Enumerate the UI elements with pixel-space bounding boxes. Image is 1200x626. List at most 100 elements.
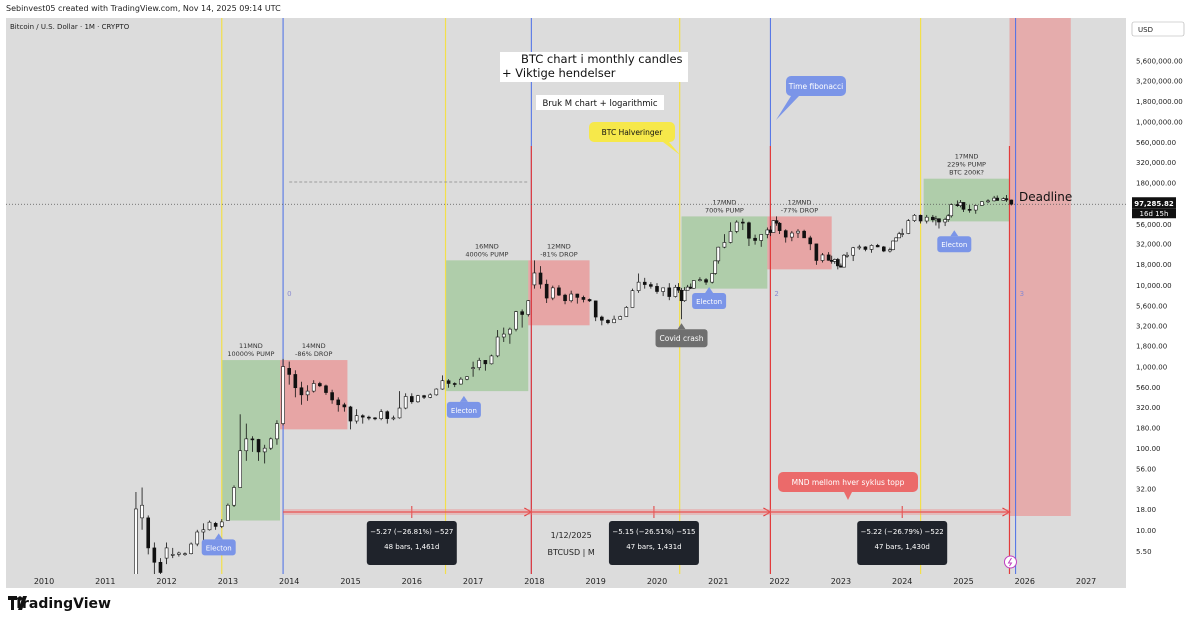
candle-body (134, 508, 138, 588)
candle-body (992, 197, 996, 202)
cycle-stats-line-2: 48 bars, 1,461d (384, 543, 439, 551)
deadline-zone (1009, 18, 1071, 516)
candle-body (924, 216, 929, 222)
candle-body (655, 286, 659, 292)
candle-body (624, 307, 629, 317)
y-tick-label: 56.00 (1136, 466, 1156, 474)
candle-body (897, 233, 901, 239)
candle-body (667, 287, 672, 297)
candle-body (783, 230, 788, 238)
candle-body (164, 547, 169, 559)
candle-body (673, 286, 678, 297)
covid-pointer (677, 323, 686, 330)
candle-body (759, 234, 764, 241)
countdown-label: 16d 15h (1140, 210, 1169, 218)
cycle-stats-box (857, 521, 948, 565)
candle-body (698, 279, 702, 281)
zone-label: 11MND (239, 342, 263, 350)
candle-body (882, 246, 886, 252)
candle-body (845, 254, 849, 257)
candle-body (275, 423, 279, 440)
candle-body (446, 380, 451, 384)
y-tick-label: 18,000.00 (1136, 261, 1172, 269)
candle-body (636, 281, 641, 291)
candle-body (373, 417, 377, 420)
candle-body (753, 237, 757, 241)
candle-body (250, 438, 255, 441)
currency-label: USD (1138, 26, 1153, 34)
x-tick-label: 2010 (34, 577, 54, 586)
candle-body (593, 300, 598, 318)
cycle-stats-box (366, 521, 457, 565)
symbol-line: Bitcoin / U.S. Dollar · 1M · CRYPTO (10, 23, 130, 31)
x-tick-label: 2012 (156, 577, 176, 586)
y-tick-label: 1,000.00 (1136, 364, 1167, 372)
candle-body (213, 523, 218, 527)
candle-body (170, 554, 175, 556)
candle-body (980, 201, 984, 206)
candle-body (262, 447, 267, 453)
candle-body (839, 265, 843, 268)
candle-body (379, 411, 383, 419)
y-tick-label: 32,000.00 (1136, 241, 1172, 249)
candle-body (514, 311, 518, 330)
cycle-stats-line-1: −5.15 (−26.51%) −515 (612, 528, 695, 536)
subtitle-box (536, 95, 664, 110)
cycle-stats-line-1: −5.27 (−26.81%) −527 (370, 528, 453, 536)
candle-body (826, 254, 831, 261)
candle-body (397, 407, 402, 419)
zone-drop-1 (280, 360, 348, 430)
candle-body (967, 209, 972, 211)
candle-body (891, 240, 895, 250)
candle-body (152, 547, 157, 563)
candle-body (661, 287, 665, 292)
candle-body (434, 388, 439, 396)
currency-box (1131, 21, 1185, 37)
fib-bubble (786, 76, 846, 96)
y-tick-label: 180,000.00 (1136, 179, 1176, 187)
candle-body (802, 230, 806, 239)
y-tick-label: 1,800.00 (1136, 343, 1167, 351)
candle-body (140, 504, 144, 519)
candle-body (851, 247, 855, 256)
candle-body (360, 415, 365, 418)
candle-body (409, 396, 414, 403)
candle-body (728, 231, 733, 243)
election-label: Electon (696, 298, 722, 306)
candle-body (195, 531, 200, 545)
election-bubble (692, 292, 727, 309)
x-tick-label: 2015 (340, 577, 360, 586)
candle-body (422, 395, 426, 398)
candle-body (563, 294, 567, 302)
date-label: 1/12/2025 (551, 531, 592, 540)
candle-body (710, 273, 714, 283)
attribution-text: Sebinvest05 created with TradingView.com… (6, 4, 281, 13)
candle-body (342, 404, 347, 408)
candle-body (649, 284, 653, 287)
candle-body (183, 553, 187, 555)
cycle-band (283, 509, 1010, 515)
candle-body (459, 378, 463, 385)
fib-label: Time fibonacci (788, 82, 844, 91)
chart-area[interactable]: 11MND 10000% PUMP 14MND -86% DROP 16MND 4000%… (6, 18, 1194, 588)
zone-drop-5 (767, 216, 832, 270)
countdown-box (1132, 208, 1176, 219)
x-tick-label: 2026 (1015, 577, 1035, 586)
candle-body (207, 521, 212, 531)
y-tick-label: 10,000.00 (1136, 282, 1172, 290)
cycle-arrowhead (763, 507, 772, 517)
y-tick-label: 3,200,000.00 (1136, 77, 1183, 85)
candle-body (495, 336, 500, 357)
y-tick-label: 560,000.00 (1136, 139, 1176, 147)
x-tick-label: 2019 (586, 577, 606, 586)
fib-number: 2 (774, 290, 778, 298)
candle-body (403, 396, 408, 409)
cycle-stats-line-2: 47 bars, 1,431d (626, 543, 681, 551)
candle-body (219, 521, 224, 527)
candle-body (256, 439, 261, 453)
y-tick-label: 18.00 (1136, 506, 1156, 514)
election-pointer (705, 286, 714, 293)
zone-label: 229% PUMP (947, 161, 986, 169)
candle-body (741, 221, 745, 224)
